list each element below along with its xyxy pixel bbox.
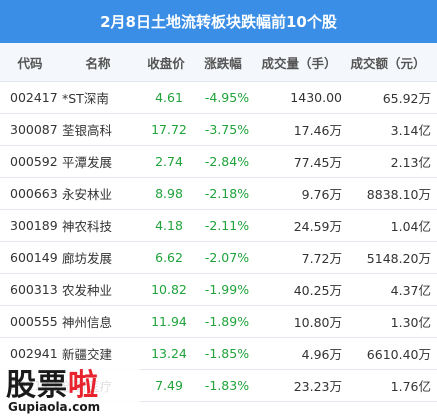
watermark-title: 股票啦 — [6, 360, 99, 404]
cell-amount: 2.13亿 — [390, 155, 431, 170]
header-name: 名称 — [85, 55, 111, 71]
table-row: 000592 平潭发展 2.74 -2.84% 77.45万 2.13亿 — [0, 146, 437, 178]
cell-volume: 1430.00 — [290, 90, 342, 105]
watermark-logo: 股票啦 Gupiaola.com — [0, 360, 140, 418]
cell-close: 17.72 — [151, 122, 187, 137]
cell-code: 000592 — [10, 154, 58, 169]
cell-name: 神州信息 — [62, 315, 113, 330]
table-header: 代码 名称 收盘价 涨跌幅 成交量（手） 成交额（元） — [0, 43, 437, 82]
cell-change: -1.85% — [204, 346, 250, 361]
table-row: 600313 农发种业 10.82 -1.99% 40.25万 4.37亿 — [0, 274, 437, 306]
header-volume: 成交量（手） — [261, 55, 337, 71]
cell-code: 000663 — [10, 186, 58, 201]
cell-change: -2.11% — [204, 218, 250, 233]
cell-amount: 6610.40万 — [366, 347, 431, 362]
header-change: 涨跌幅 — [204, 55, 242, 71]
cell-volume: 17.46万 — [293, 123, 342, 138]
table-row: 600149 廊坊发展 6.62 -2.07% 7.72万 5148.20万 — [0, 242, 437, 274]
watermark-text-b: 啦 — [68, 368, 99, 403]
cell-amount: 4.37亿 — [390, 283, 431, 298]
cell-close: 13.24 — [151, 346, 187, 361]
watermark-url: Gupiaola.com — [8, 400, 101, 414]
cell-code: 600313 — [10, 282, 58, 297]
cell-change: -1.99% — [204, 282, 250, 297]
cell-change: -3.75% — [204, 122, 250, 137]
cell-volume: 23.23万 — [293, 379, 342, 394]
cell-close: 10.82 — [151, 282, 187, 297]
cell-change: -1.83% — [204, 378, 250, 393]
cell-amount: 65.92万 — [382, 91, 431, 106]
table-row: 000663 永安林业 8.98 -2.18% 9.76万 8838.10万 — [0, 178, 437, 210]
cell-code: 600149 — [10, 250, 58, 265]
cell-volume: 77.45万 — [293, 155, 342, 170]
cell-name: 平潭发展 — [62, 155, 113, 170]
table-row: 300087 荃银高科 17.72 -3.75% 17.46万 3.14亿 — [0, 114, 437, 146]
cell-name: 廊坊发展 — [62, 251, 113, 266]
cell-change: -2.18% — [204, 186, 250, 201]
cell-change: -1.89% — [204, 314, 250, 329]
cell-volume: 40.25万 — [293, 283, 342, 298]
cell-amount: 8838.10万 — [366, 187, 431, 202]
cell-code: 300189 — [10, 218, 58, 233]
cell-volume: 9.76万 — [301, 187, 342, 202]
stock-table: 代码 名称 收盘价 涨跌幅 成交量（手） 成交额（元） 002417 *ST深南 4… — [0, 43, 437, 402]
cell-name: 永安林业 — [62, 187, 113, 202]
table-row: 300189 神农科技 4.18 -2.11% 24.59万 1.04亿 — [0, 210, 437, 242]
cell-name: *ST深南 — [62, 91, 109, 106]
cell-name: 荃银高科 — [62, 123, 113, 138]
cell-amount: 1.30亿 — [390, 315, 431, 330]
cell-change: -4.95% — [204, 90, 250, 105]
table-title: 2月8日土地流转板块跌幅前10个股 — [0, 0, 437, 43]
cell-close: 2.74 — [155, 154, 183, 169]
cell-amount: 1.04亿 — [390, 219, 431, 234]
cell-close: 7.49 — [155, 378, 183, 393]
cell-code: 002417 — [10, 90, 58, 105]
cell-close: 11.94 — [151, 314, 187, 329]
cell-volume: 4.96万 — [301, 347, 342, 362]
cell-close: 6.62 — [155, 250, 183, 265]
table-row: 000555 神州信息 11.94 -1.89% 10.80万 1.30亿 — [0, 306, 437, 338]
cell-name: 新疆交建 — [62, 347, 113, 362]
cell-amount: 3.14亿 — [390, 123, 431, 138]
cell-code: 000555 — [10, 314, 58, 329]
cell-name: 农发种业 — [62, 283, 113, 298]
cell-close: 4.61 — [155, 90, 183, 105]
watermark-text-a: 股票 — [6, 368, 68, 403]
cell-volume: 10.80万 — [293, 315, 342, 330]
table-row: 002417 *ST深南 4.61 -4.95% 1430.00 65.92万 — [0, 82, 437, 114]
cell-amount: 5148.20万 — [366, 251, 431, 266]
cell-close: 4.18 — [155, 218, 183, 233]
header-code: 代码 — [17, 55, 43, 71]
cell-change: -2.07% — [204, 250, 250, 265]
table-row: 002941 新疆交建 13.24 -1.85% 4.96万 6610.40万 — [0, 338, 437, 370]
cell-change: -2.84% — [204, 154, 250, 169]
cell-code: 300087 — [10, 122, 58, 137]
cell-code: 002941 — [10, 346, 58, 361]
header-amount: 成交额（元） — [350, 55, 426, 71]
cell-volume: 24.59万 — [293, 219, 342, 234]
cell-close: 8.98 — [155, 186, 183, 201]
cell-name: 神农科技 — [62, 219, 113, 234]
cell-amount: 1.76亿 — [390, 379, 431, 394]
header-close: 收盘价 — [147, 55, 185, 71]
cell-volume: 7.72万 — [301, 251, 342, 266]
